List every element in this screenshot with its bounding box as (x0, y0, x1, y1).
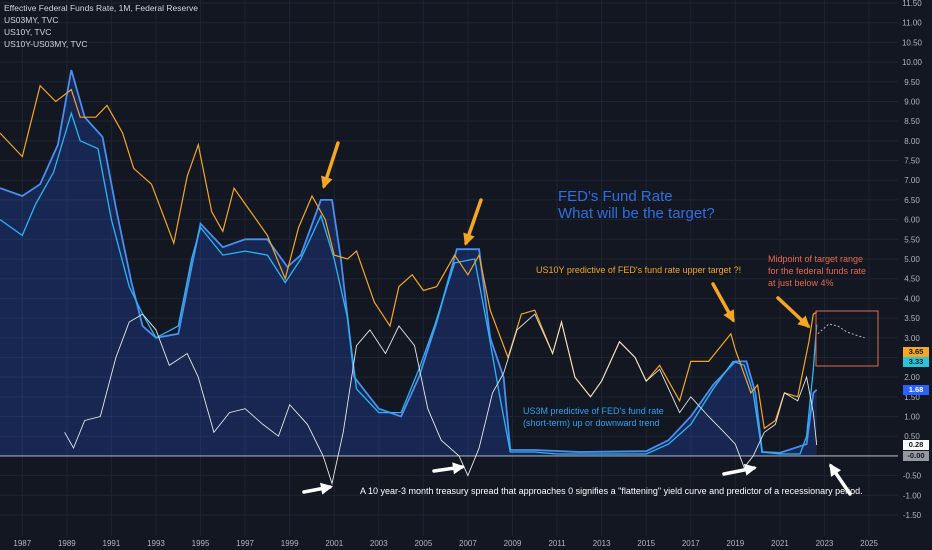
y-tick-label: 8.50 (904, 117, 920, 126)
title-line-2: What will be the target? (558, 205, 715, 222)
y-tick-label: 7.50 (904, 157, 920, 166)
y-tick-label: -1.00 (903, 491, 922, 500)
y-tick-label: 8.00 (904, 137, 920, 146)
y-tick-label: 11.00 (902, 19, 922, 28)
arrow-2019-inversion-head (743, 463, 757, 476)
arrow-2018-peak-head (723, 309, 735, 323)
y-tick-label: 10.00 (902, 58, 923, 67)
badge-spread: 0.28 (903, 440, 929, 450)
y-tick-label: 3.50 (904, 314, 920, 323)
legend-fedfunds[interactable]: Effective Federal Funds Rate, 1M, Federa… (4, 3, 199, 13)
x-tick-label: 2023 (816, 539, 834, 548)
y-tick-label: 5.00 (904, 255, 920, 264)
x-tick-label: 2011 (548, 539, 566, 548)
y-tick-label: 2.00 (904, 373, 920, 382)
x-tick-label: 1989 (58, 539, 76, 548)
y-tick-label: -1.50 (903, 511, 922, 520)
series-group (0, 69, 865, 486)
badge-fedfunds: 1.68 (903, 385, 929, 395)
badge-us3m: 3.33 (903, 357, 929, 367)
x-tick-label: 1999 (281, 539, 299, 548)
y-tick-label: 7.00 (904, 176, 920, 185)
badge-zero: -0.00 (903, 451, 929, 461)
x-tick-label: 2025 (860, 539, 878, 548)
badge-us10y: 3.65 (903, 347, 929, 357)
x-tick-label: 1993 (147, 539, 165, 548)
y-tick-label: 9.00 (904, 97, 920, 106)
arrow-2022-spread-head (829, 463, 842, 477)
y-tick-label: 5.50 (904, 235, 920, 244)
x-tick-label: 2007 (459, 539, 477, 548)
fedfunds-area (0, 70, 817, 456)
x-tick-label: 2003 (370, 539, 388, 548)
x-tick-label: 2013 (593, 539, 611, 548)
y-axis[interactable]: 11.50 11.00 10.50 10.00 9.50 9.00 8.50 8.00 7.50… (902, 0, 923, 520)
y-tick-label: 9.50 (904, 78, 920, 87)
y-tick-label: 10.50 (902, 38, 923, 47)
us10y-annotation: US10Y predictive of FED's fund rate uppe… (536, 265, 742, 275)
y-tick-label: 1.50 (904, 393, 920, 402)
midpoint-box (815, 310, 879, 367)
midpoint-annotation: Midpoint of target range for the federal… (768, 253, 866, 289)
x-tick-label: 1987 (13, 539, 31, 548)
title-line-1: FED's Fund Rate (558, 188, 673, 205)
annotation-shapes (302, 141, 879, 496)
us10y-line[interactable] (0, 84, 817, 430)
y-tick-label: 4.00 (904, 294, 920, 303)
arrow-2000-inversion-head (320, 482, 333, 495)
us3m-annotation: US3M predictive of FED's fund rate (shor… (523, 405, 664, 429)
arrow-2007-inversion-head (452, 462, 465, 475)
y-tick-label: 1.00 (904, 413, 920, 422)
midpoint-line-3: at just below 4% (768, 278, 834, 288)
x-tick-label: 2019 (726, 539, 744, 548)
x-tick-label: 2021 (771, 539, 789, 548)
x-tick-label: 2001 (325, 539, 343, 548)
x-tick-label: 1997 (236, 539, 254, 548)
legend-us10y[interactable]: US10Y, TVC (4, 27, 52, 37)
arrow-2000-peak-head (321, 175, 333, 189)
spread-line[interactable] (64, 313, 818, 486)
title-annotation: FED's Fund Rate What will be the target? (558, 188, 715, 222)
x-tick-label: 2015 (637, 539, 655, 548)
y-tick-label: -0.50 (903, 472, 922, 481)
legend-spread[interactable]: US10Y-US03MY, TVC (4, 39, 88, 49)
midpoint-line-1: Midpoint of target range (768, 254, 864, 264)
arrow-2007-peak-head (463, 232, 475, 246)
x-axis[interactable]: 1987 1989 1991 1993 1995 1997 1999 2001 2003 2005… (13, 539, 878, 548)
x-tick-label: 2005 (414, 539, 432, 548)
x-tick-label: 2017 (682, 539, 700, 548)
y-tick-label: 11.50 (902, 0, 922, 8)
y-tick-label: 6.00 (904, 216, 920, 225)
us3m-line[interactable] (0, 111, 818, 455)
us3m-line-2: (short-term) up or downward trend (523, 418, 660, 428)
spread-annotation: A 10 year-3 month treasury spread that a… (360, 486, 863, 496)
arrow-2022-rise-head (797, 315, 811, 329)
x-tick-label: 2009 (504, 539, 522, 548)
legend-us03my[interactable]: US03MY, TVC (4, 15, 59, 25)
projection-line (817, 323, 865, 339)
y-tick-label: 6.50 (904, 196, 920, 205)
midpoint-line-2: for the federal funds rate (768, 266, 867, 276)
us3m-line-1: US3M predictive of FED's fund rate (523, 406, 664, 416)
x-tick-label: 1991 (103, 539, 121, 548)
y-tick-label: 0.50 (904, 432, 920, 441)
y-tick-label: 4.50 (904, 275, 920, 284)
x-tick-label: 1995 (192, 539, 210, 548)
y-tick-label: 3.00 (904, 334, 920, 343)
